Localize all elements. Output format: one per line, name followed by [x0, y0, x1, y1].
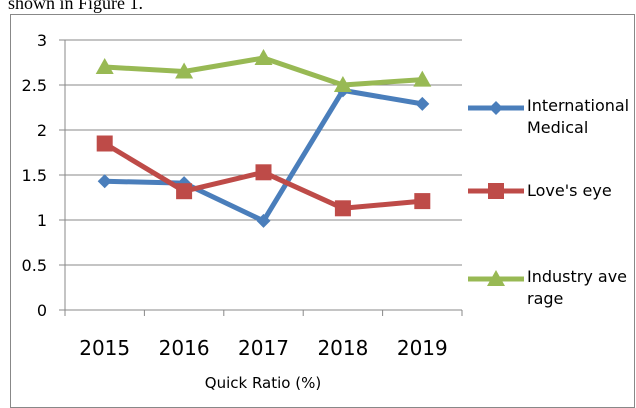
marker — [334, 200, 351, 217]
marker — [488, 183, 504, 199]
marker — [489, 101, 503, 115]
x-tick-label: 2019 — [397, 336, 448, 360]
x-tick-label: 2015 — [79, 336, 130, 360]
legend-label: Industry average — [527, 267, 628, 308]
marker — [256, 213, 271, 228]
marker — [415, 96, 430, 111]
marker — [333, 76, 352, 92]
marker — [413, 70, 432, 87]
y-tick-label: 1.5 — [22, 166, 47, 185]
marker — [255, 164, 272, 181]
marker — [176, 183, 193, 200]
legend-label: International Medical — [527, 96, 630, 137]
caption-fragment: shown in Figure 1. — [8, 0, 143, 13]
x-tick-label: 2017 — [238, 336, 289, 360]
marker — [175, 62, 194, 79]
x-axis-title: Quick Ratio (%) — [205, 374, 321, 392]
marker — [414, 193, 431, 210]
y-tick-label: 3 — [37, 31, 47, 50]
legend-label: Love's eye — [527, 181, 612, 200]
x-tick-label: 2018 — [317, 336, 368, 360]
y-tick-label: 0 — [37, 301, 47, 320]
y-tick-label: 1 — [37, 211, 47, 230]
marker — [487, 270, 505, 286]
x-tick-label: 2016 — [159, 336, 210, 360]
marker — [254, 49, 273, 65]
marker — [96, 135, 113, 152]
marker — [95, 58, 114, 74]
y-tick-label: 2 — [37, 121, 47, 140]
marker — [97, 174, 112, 189]
y-tick-label: 0.5 — [22, 256, 47, 275]
y-tick-label: 2.5 — [22, 76, 47, 95]
